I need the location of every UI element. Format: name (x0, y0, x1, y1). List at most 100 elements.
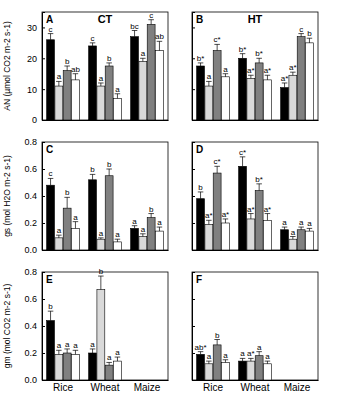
y-tick (192, 299, 195, 300)
y-tick-mark (42, 27, 45, 28)
bar (289, 239, 297, 250)
y-tick (192, 89, 195, 90)
x-tick: Rice (53, 380, 73, 393)
x-axis-line (193, 380, 319, 381)
significance-letter: a (291, 228, 296, 237)
x-tick-label: Rice (203, 382, 223, 393)
significance-letter: a* (205, 211, 213, 220)
error-bar-stem (250, 214, 251, 219)
error-bar-stem (50, 34, 51, 40)
error-bar (240, 358, 246, 361)
bar (89, 353, 97, 380)
error-bar-stem (259, 58, 260, 63)
bar (72, 80, 80, 120)
error-bar (48, 34, 54, 40)
bar (222, 223, 230, 250)
error-bar (206, 361, 212, 364)
significance-letter: a (157, 218, 162, 227)
significance-letter: c (149, 11, 153, 20)
x-axis-line (43, 250, 169, 251)
bar (131, 228, 139, 250)
y-tick (192, 196, 195, 197)
significance-letter: a (57, 341, 62, 350)
y-tick (192, 326, 195, 327)
annotations: bc*aa*a*ac*b*aa*a*a (198, 148, 312, 237)
y-tick: 20 (27, 54, 45, 64)
significance-letter: bc (130, 22, 138, 31)
y-tick-mark (42, 272, 45, 273)
error-bar-stem (200, 63, 201, 66)
significance-letter: a (57, 72, 62, 81)
bars (197, 34, 314, 120)
panel: 0.00.20.40.60.8RiceWheatMaizebaabaaaaE (24, 267, 168, 393)
y-axis-title: gs (mol H2O m-2 s-1) (2, 155, 12, 237)
y-tick (192, 169, 195, 170)
bar (72, 354, 80, 380)
significance-letter: b (307, 29, 312, 38)
y-axis-line (43, 273, 46, 381)
y-tick-mark (192, 272, 195, 273)
x-tick-label: Wheat (241, 382, 270, 393)
x-axis-line (43, 380, 169, 381)
y-tick-mark (42, 353, 45, 354)
plot-frame (192, 272, 318, 380)
x-tick: Wheat (91, 380, 120, 393)
y-axis-title: AN (µmol CO2 m-2 s-1) (2, 21, 12, 111)
bars (197, 157, 314, 250)
error-bar-stem (100, 276, 101, 290)
y-tick-mark (192, 326, 195, 327)
y-tick-mark (192, 223, 195, 224)
bar (139, 237, 147, 251)
bar (63, 208, 71, 250)
bars (47, 276, 122, 380)
error-bar-stem (284, 83, 285, 88)
y-axis: 0102030 (27, 13, 45, 126)
bar (306, 43, 314, 120)
y-tick-mark (42, 326, 45, 327)
significance-letter: c (91, 34, 95, 43)
bar (239, 361, 247, 380)
y-tick: 0.6 (24, 164, 45, 174)
error-bar (248, 75, 254, 78)
significance-letter: a (99, 74, 104, 83)
panel: 0102030ccbcaaabbcabaabACT (27, 11, 169, 126)
significance-letter: b (99, 267, 104, 276)
y-tick: 0.4 (24, 321, 45, 331)
significance-letter: b (107, 160, 112, 169)
bar (97, 86, 105, 120)
error-bar-stem (267, 361, 268, 364)
y-tick-label: 0.8 (24, 267, 37, 277)
significance-letter: b (149, 205, 154, 214)
significance-letter: a (107, 353, 112, 362)
error-bar (198, 63, 204, 66)
error-bar-stem (50, 311, 51, 320)
bar (47, 185, 55, 250)
y-tick-mark (42, 58, 45, 59)
bar (156, 231, 164, 250)
error-bar (240, 54, 246, 59)
significance-letter: a (73, 341, 78, 350)
y-axis: 0.00.20.40.60.8 (24, 267, 45, 385)
y-tick (192, 142, 195, 143)
bar (222, 77, 230, 120)
x-tick: Maize (284, 380, 311, 393)
bar (213, 173, 221, 250)
bar (205, 86, 213, 120)
significance-letter: a (90, 340, 95, 349)
error-bar (256, 352, 262, 356)
bars (47, 169, 164, 250)
bar (147, 24, 155, 120)
significance-letter: a* (247, 205, 255, 214)
bar (105, 66, 113, 120)
error-bar-stem (92, 174, 93, 179)
error-bar (64, 349, 70, 353)
error-bar-stem (142, 58, 143, 61)
significance-letter: b* (239, 45, 247, 54)
annotations: b*b*a*aa*a*c*b*caa*b (197, 25, 312, 83)
error-bar (73, 350, 79, 354)
error-bar (240, 157, 246, 166)
significance-letter: a (282, 218, 287, 227)
error-bar (90, 349, 96, 353)
y-tick-mark (192, 299, 195, 300)
y-tick-label: 0.4 (24, 321, 37, 331)
